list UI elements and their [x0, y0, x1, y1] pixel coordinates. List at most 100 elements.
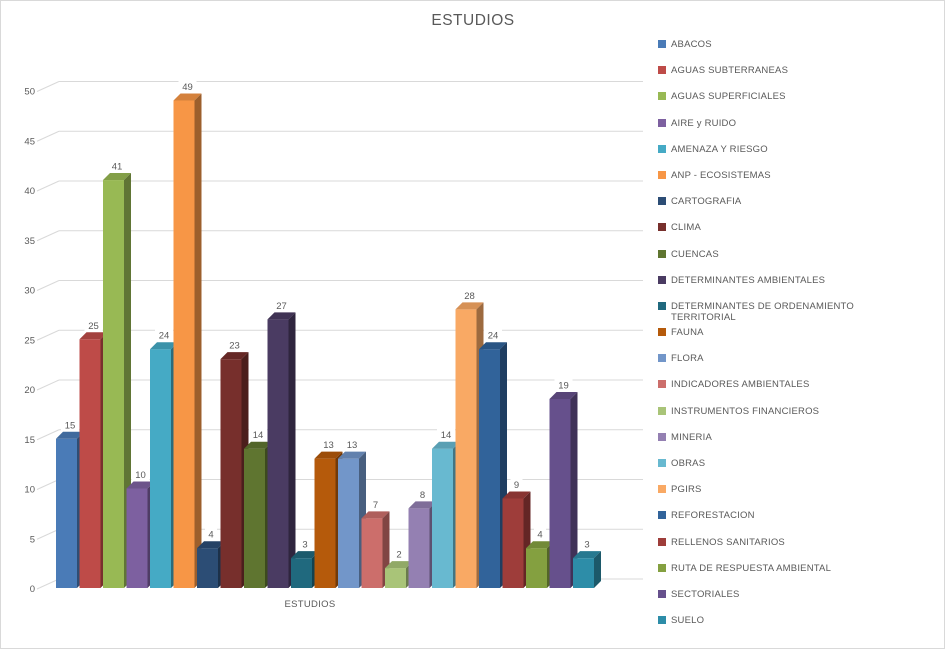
legend-item-suelo[interactable]: SUELO	[658, 607, 908, 633]
bar-top-face[interactable]	[173, 93, 202, 101]
bar-front-face[interactable]	[197, 548, 218, 588]
bar-front-face[interactable]	[549, 398, 571, 588]
bar-front-face[interactable]	[103, 180, 124, 589]
legend-item-clima[interactable]: CLIMA	[658, 214, 908, 240]
legend-item-reforestacion[interactable]: REFORESTACION	[658, 502, 908, 528]
bar-top-face[interactable]	[267, 312, 296, 320]
bar-top-face[interactable]	[526, 541, 554, 549]
bar-side-face[interactable]	[124, 173, 131, 589]
bar-value-label: 13	[347, 440, 358, 451]
legend-swatch-icon	[658, 485, 666, 494]
legend-item-obras[interactable]: OBRAS	[658, 450, 908, 476]
bar-value-label-bg	[416, 488, 429, 501]
bar-anp-ecosistemas[interactable]: 49	[173, 80, 202, 588]
bar-front-face[interactable]	[573, 558, 594, 588]
bar-aguas-superficiales[interactable]: 41	[103, 160, 131, 589]
bar-top-face[interactable]	[573, 551, 601, 559]
side-wall-tick	[36, 230, 60, 242]
bar-top-face[interactable]	[432, 441, 460, 449]
bar-top-face[interactable]	[385, 561, 413, 569]
bar-top-face[interactable]	[549, 391, 578, 399]
legend-item-amenaza-y-riesgo[interactable]: AMENAZA Y RIESGO	[658, 136, 908, 162]
y-axis-tick-label: 50	[24, 87, 35, 98]
bar-side-face[interactable]	[194, 93, 202, 588]
bar-cartografia[interactable]: 4	[197, 528, 225, 588]
bar-top-face[interactable]	[126, 481, 155, 489]
legend-item-label: FLORA	[671, 353, 704, 365]
legend-item-instrumentos-financieros[interactable]: INSTRUMENTOS FINANCIEROS	[658, 398, 908, 424]
legend-item-label: DETERMINANTES DE ORDENAMIENTO TERRITORIA…	[671, 300, 854, 323]
bar-determinantes-ambientales[interactable]: 27	[267, 299, 296, 588]
bar-top-face[interactable]	[79, 332, 108, 340]
bar-front-face[interactable]	[385, 568, 406, 588]
legend-item-mineria[interactable]: MINERIA	[658, 424, 908, 450]
bar-suelo[interactable]: 3	[573, 538, 601, 588]
bar-side-face[interactable]	[594, 551, 601, 588]
legend-item-label: CLIMA	[671, 222, 702, 234]
legend-item-determinantes-ambientales[interactable]: DETERMINANTES AMBIENTALES	[658, 267, 908, 293]
bar-value-label-bg	[205, 528, 217, 541]
bar-front-face[interactable]	[479, 349, 500, 588]
bar-side-face[interactable]	[288, 312, 296, 588]
legend-item-abacos[interactable]: ABACOS	[658, 31, 908, 57]
bar-top-face[interactable]	[502, 491, 531, 499]
legend-swatch-icon	[658, 432, 666, 441]
bar-top-face[interactable]	[103, 173, 131, 181]
bar-front-face[interactable]	[314, 458, 336, 588]
bar-front-face[interactable]	[79, 339, 101, 588]
bar-top-face[interactable]	[361, 511, 390, 519]
bar-value-label-bg	[299, 538, 311, 551]
legend-item-cuencas[interactable]: CUENCAS	[658, 241, 908, 267]
bar-front-face[interactable]	[126, 488, 148, 589]
bar-side-face[interactable]	[570, 391, 578, 588]
legend-swatch-icon	[658, 589, 666, 598]
bar-front-face[interactable]	[220, 359, 242, 588]
bar-top-face[interactable]	[291, 551, 319, 559]
bar-front-face[interactable]	[432, 448, 453, 588]
bar-front-face[interactable]	[455, 309, 477, 588]
bar-front-face[interactable]	[150, 349, 171, 588]
bar-front-face[interactable]	[267, 319, 289, 588]
bar-front-face[interactable]	[173, 100, 195, 588]
chart-title: ESTUDIOS	[431, 12, 515, 29]
bar-front-face[interactable]	[56, 438, 77, 588]
legend-item-cartografia[interactable]: CARTOGRAFIA	[658, 188, 908, 214]
legend-item-determinantes-de-ordenamiento-territorial[interactable]: DETERMINANTES DE ORDENAMIENTO TERRITORIA…	[658, 293, 908, 323]
legend-item-fauna[interactable]: FAUNA	[658, 319, 908, 345]
bar-top-face[interactable]	[244, 441, 272, 449]
legend-item-pgirs[interactable]: PGIRS	[658, 476, 908, 502]
bar-front-face[interactable]	[502, 498, 524, 588]
bar-top-face[interactable]	[197, 541, 225, 549]
bar-value-label: 9	[514, 480, 519, 491]
bar-front-face[interactable]	[244, 448, 265, 588]
bar-top-face[interactable]	[455, 302, 484, 310]
legend-item-indicadores-ambientales[interactable]: INDICADORES AMBIENTALES	[658, 371, 908, 397]
bar-front-face[interactable]	[338, 458, 359, 588]
bar-value-label-bg	[319, 438, 338, 451]
bar-top-face[interactable]	[314, 451, 343, 459]
bar-value-label: 3	[302, 540, 307, 551]
bar-value-label-bg	[437, 428, 455, 441]
y-axis-tick-label: 10	[24, 485, 35, 496]
bar-top-face[interactable]	[408, 501, 437, 509]
bar-value-label: 23	[229, 341, 240, 352]
bar-front-face[interactable]	[526, 548, 547, 588]
legend-item-aguas-superficiales[interactable]: AGUAS SUPERFICIALES	[658, 83, 908, 109]
legend-item-rellenos-sanitarios[interactable]: RELLENOS SANITARIOS	[658, 529, 908, 555]
legend-item-anp-ecosistemas[interactable]: ANP - ECOSISTEMAS	[658, 162, 908, 188]
bar-value-label-bg	[61, 418, 79, 431]
legend-item-sectoriales[interactable]: SECTORIALES	[658, 581, 908, 607]
bar-front-face[interactable]	[408, 508, 430, 588]
legend-item-flora[interactable]: FLORA	[658, 345, 908, 371]
bar-top-face[interactable]	[479, 342, 507, 350]
bar-top-face[interactable]	[56, 431, 84, 439]
bar-top-face[interactable]	[150, 342, 178, 350]
bar-front-face[interactable]	[361, 518, 383, 588]
legend-item-aguas-subterraneas[interactable]: AGUAS SUBTERRANEAS	[658, 57, 908, 83]
bar-top-face[interactable]	[220, 352, 249, 360]
legend-item-aire-y-ruido[interactable]: AIRE y RUIDO	[658, 110, 908, 136]
bar-sectoriales[interactable]: 19	[549, 378, 578, 588]
legend-item-ruta-de-respuesta-ambiental[interactable]: RUTA DE RESPUESTA AMBIENTAL	[658, 555, 908, 581]
bar-top-face[interactable]	[338, 451, 366, 459]
bar-front-face[interactable]	[291, 558, 312, 588]
